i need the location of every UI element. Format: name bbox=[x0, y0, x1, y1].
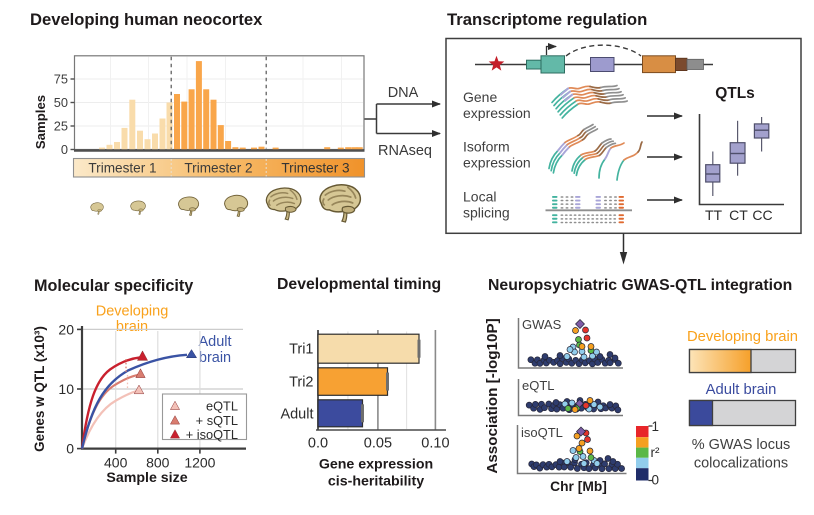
svg-text:Trimester 2: Trimester 2 bbox=[184, 161, 252, 176]
svg-text:expression: expression bbox=[463, 105, 531, 121]
svg-text:Developing: Developing bbox=[96, 304, 169, 320]
svg-text:DNA: DNA bbox=[388, 85, 419, 101]
svg-text:0: 0 bbox=[61, 142, 68, 157]
svg-text:Developing brain: Developing brain bbox=[687, 329, 798, 345]
svg-text:eQTL: eQTL bbox=[206, 399, 238, 414]
svg-text:400: 400 bbox=[104, 455, 128, 471]
svg-text:0.05: 0.05 bbox=[364, 436, 392, 452]
svg-text:cis-heritability: cis-heritability bbox=[328, 474, 424, 490]
svg-text:Trimester 3: Trimester 3 bbox=[281, 161, 349, 176]
svg-text:0: 0 bbox=[66, 441, 74, 457]
svg-text:Gene: Gene bbox=[463, 89, 497, 105]
svg-text:r²: r² bbox=[651, 445, 660, 460]
svg-text:Sample size: Sample size bbox=[106, 470, 187, 486]
svg-text:1: 1 bbox=[652, 419, 660, 434]
svg-text:Tri1: Tri1 bbox=[289, 342, 313, 358]
svg-text:10: 10 bbox=[58, 381, 74, 397]
svg-text:Samples: Samples bbox=[33, 95, 48, 149]
svg-text:expression: expression bbox=[463, 155, 531, 171]
svg-text:QTLs: QTLs bbox=[715, 85, 755, 102]
svg-text:50: 50 bbox=[54, 95, 68, 110]
svg-text:splicing: splicing bbox=[463, 205, 510, 221]
svg-text:isoQTL: isoQTL bbox=[521, 425, 563, 440]
svg-text:Association [-log10P]: Association [-log10P] bbox=[484, 318, 501, 473]
svg-text:Tri2: Tri2 bbox=[289, 375, 313, 391]
svg-text:% GWAS locus: % GWAS locus bbox=[692, 437, 791, 453]
svg-text:brain: brain bbox=[116, 319, 148, 335]
svg-text:Chr [Mb]: Chr [Mb] bbox=[550, 479, 607, 494]
svg-text:Developing human neocortex: Developing human neocortex bbox=[30, 10, 263, 29]
svg-text:Local: Local bbox=[463, 189, 496, 205]
svg-text:25: 25 bbox=[54, 119, 68, 134]
svg-text:Adult: Adult bbox=[198, 334, 231, 350]
svg-text:Molecular specificity: Molecular specificity bbox=[34, 277, 193, 295]
svg-text:brain: brain bbox=[199, 350, 231, 366]
svg-text:800: 800 bbox=[146, 455, 170, 471]
svg-text:CT: CT bbox=[729, 207, 748, 223]
svg-text:colocalizations: colocalizations bbox=[694, 456, 788, 472]
svg-text:20: 20 bbox=[58, 321, 74, 337]
svg-text:+ isoQTL: + isoQTL bbox=[186, 427, 238, 442]
svg-text:Transcriptome regulation: Transcriptome regulation bbox=[447, 10, 647, 29]
svg-text:Developmental timing: Developmental timing bbox=[277, 276, 441, 293]
svg-text:0.0: 0.0 bbox=[308, 436, 328, 452]
svg-text:Genes w QTL (x10³): Genes w QTL (x10³) bbox=[32, 326, 47, 452]
svg-text:Trimester 1: Trimester 1 bbox=[88, 161, 156, 176]
svg-text:Neuropsychiatric GWAS-QTL inte: Neuropsychiatric GWAS-QTL integration bbox=[488, 277, 792, 294]
svg-text:eQTL: eQTL bbox=[522, 378, 555, 393]
svg-text:GWAS: GWAS bbox=[522, 317, 562, 332]
svg-text:Adult: Adult bbox=[280, 406, 313, 422]
svg-text:CC: CC bbox=[752, 207, 772, 223]
svg-text:RNAseq: RNAseq bbox=[378, 143, 432, 159]
svg-text:Gene expression: Gene expression bbox=[319, 457, 433, 473]
svg-text:Isoform: Isoform bbox=[463, 139, 510, 155]
svg-text:0: 0 bbox=[652, 473, 660, 488]
svg-text:75: 75 bbox=[54, 72, 68, 87]
svg-text:+ sQTL: + sQTL bbox=[196, 413, 238, 428]
svg-text:1200: 1200 bbox=[184, 455, 215, 471]
svg-text:TT: TT bbox=[705, 207, 723, 223]
svg-text:0.10: 0.10 bbox=[421, 436, 449, 452]
svg-text:Adult brain: Adult brain bbox=[706, 382, 777, 398]
